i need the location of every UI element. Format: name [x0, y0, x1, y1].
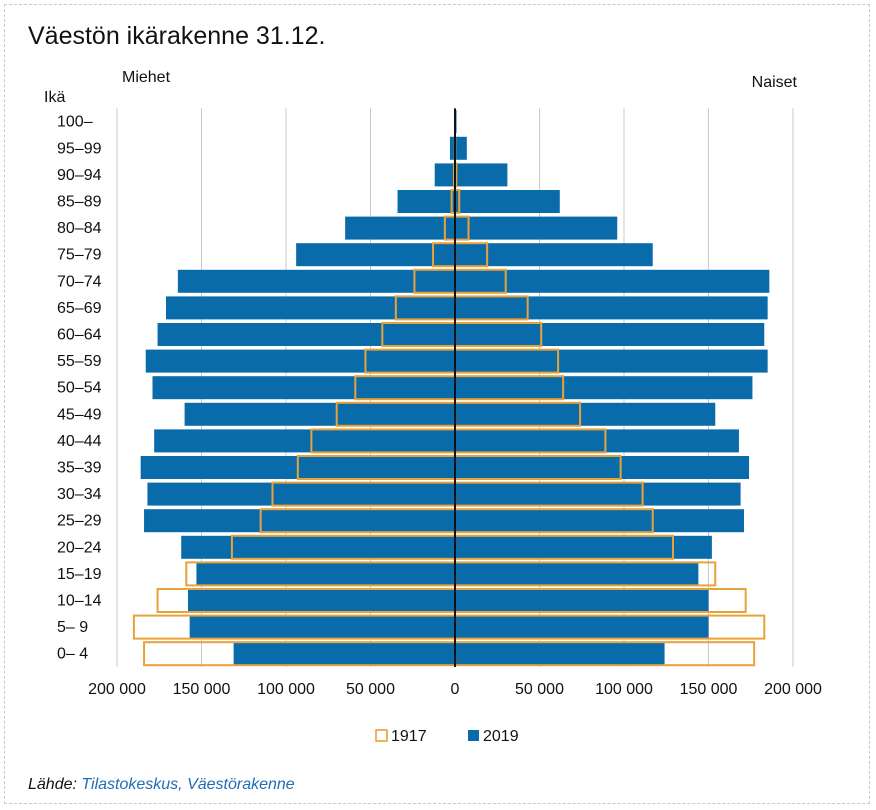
bar-2019-women	[455, 323, 765, 346]
bar-2019-men	[154, 429, 455, 453]
bar-2019-women	[455, 136, 467, 160]
age-label: 85–89	[57, 194, 102, 211]
bar-2019-men	[152, 376, 456, 400]
bar-2019-men	[147, 482, 456, 506]
x-tick-label: 0	[451, 681, 460, 698]
source-link[interactable]: Tilastokeskus, Väestörakenne	[81, 776, 295, 793]
age-label: 60–64	[57, 327, 102, 344]
age-label: 65–69	[57, 300, 102, 317]
legend-label-2019: 2019	[483, 728, 519, 745]
source-line: Lähde: Tilastokeskus, Väestörakenne	[28, 776, 295, 794]
bar-2019-women	[455, 482, 741, 506]
bar-2019-men	[184, 402, 455, 426]
age-label: 75–79	[57, 247, 102, 264]
bar-2019-men	[233, 642, 455, 666]
bar-2019-women	[455, 296, 768, 320]
age-label: 45–49	[57, 406, 102, 423]
age-label: 5– 9	[57, 619, 88, 636]
bar-2019-men	[345, 216, 455, 240]
bar-2019-men	[196, 562, 455, 586]
bar-2019-men	[397, 190, 455, 213]
women-label: Naiset	[752, 74, 798, 91]
bar-2019-women	[455, 243, 653, 267]
x-tick-label: 200 000	[88, 681, 146, 698]
bar-2019-women	[455, 456, 750, 479]
x-tick-label: 200 000	[764, 681, 822, 698]
bar-2019-women	[455, 615, 709, 639]
bar-2019-men	[144, 509, 456, 533]
age-label: 0– 4	[57, 646, 88, 663]
bar-2019-men	[157, 323, 455, 346]
bar-2019-women	[455, 216, 618, 240]
bar-2019-women	[455, 535, 712, 559]
legend-swatch-1917	[375, 729, 388, 742]
bar-2019-women	[455, 376, 753, 400]
age-label: 55–59	[57, 353, 102, 370]
bar-2019-women	[455, 589, 709, 612]
bar-2019-men	[434, 163, 455, 187]
x-tick-label: 100 000	[257, 681, 315, 698]
x-tick-label: 150 000	[173, 681, 231, 698]
bar-2019-men	[449, 136, 455, 160]
legend-swatch-2019	[468, 730, 479, 741]
bar-2019-women	[455, 562, 699, 586]
legend-label-1917: 1917	[391, 728, 427, 745]
bar-2019-men	[187, 589, 456, 612]
age-label: 25–29	[57, 513, 102, 530]
source-prefix: Lähde:	[28, 776, 77, 793]
age-label: 70–74	[57, 273, 102, 290]
age-label: 20–24	[57, 539, 102, 556]
age-label: 40–44	[57, 433, 102, 450]
age-label: 90–94	[57, 167, 102, 184]
x-tick-label: 50 000	[346, 681, 395, 698]
bar-2019-women	[455, 402, 716, 426]
bar-2019-men	[189, 615, 456, 639]
x-tick-label: 150 000	[680, 681, 738, 698]
bar-2019-men	[145, 349, 456, 373]
x-tick-label: 50 000	[515, 681, 564, 698]
bar-2019-women	[455, 429, 739, 453]
bar-2019-women	[455, 163, 508, 187]
age-label: 30–34	[57, 486, 102, 503]
age-label: 15–19	[57, 566, 102, 583]
bar-2019-men	[177, 269, 455, 293]
age-label: 95–99	[57, 140, 102, 157]
age-label: 50–54	[57, 380, 102, 397]
chart-frame	[4, 4, 870, 804]
bar-2019-men	[166, 296, 455, 320]
age-label: 35–39	[57, 460, 102, 477]
age-label: 100–	[57, 114, 93, 131]
bar-2019-women	[455, 642, 665, 666]
x-tick-label: 100 000	[595, 681, 653, 698]
age-label: 10–14	[57, 593, 102, 610]
bar-2019-women	[455, 190, 560, 213]
men-label: Miehet	[122, 69, 171, 86]
chart-title: Väestön ikärakenne 31.12.	[28, 22, 326, 50]
bar-2019-men	[296, 243, 455, 267]
age-label: 80–84	[57, 220, 102, 237]
bar-2019-women	[455, 269, 770, 293]
bar-2019-women	[455, 349, 768, 373]
age-axis-label: Ikä	[44, 89, 65, 106]
bar-2019-women	[455, 509, 744, 533]
bar-2019-men	[181, 535, 455, 559]
